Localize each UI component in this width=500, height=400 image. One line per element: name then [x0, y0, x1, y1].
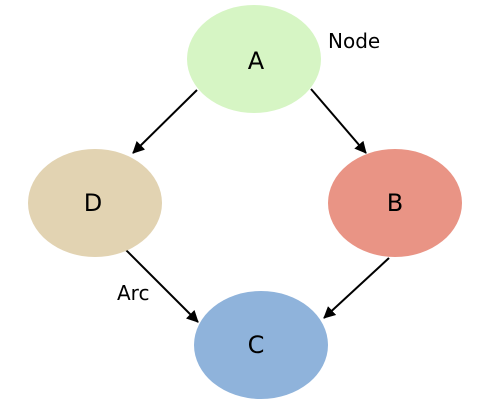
arc-d-c: [125, 249, 199, 323]
node-b: B: [328, 149, 462, 257]
node-c-label: C: [248, 331, 265, 359]
node-a-label: A: [248, 47, 265, 75]
arc-b-c: [323, 257, 390, 319]
node-d-shape: [28, 149, 162, 257]
arc-a-b: [310, 88, 367, 154]
arc-a-d: [132, 89, 198, 154]
node-b-label: B: [387, 189, 403, 217]
node-c: C: [194, 291, 328, 399]
node-b-shape: [328, 149, 462, 257]
node-d: D: [28, 149, 162, 257]
node-annotation: Node: [328, 29, 380, 53]
arc-annotation: Arc: [117, 281, 149, 305]
node-a: A: [187, 5, 321, 113]
node-a-shape: [187, 5, 321, 113]
node-c-shape: [194, 291, 328, 399]
node-d-label: D: [84, 189, 102, 217]
